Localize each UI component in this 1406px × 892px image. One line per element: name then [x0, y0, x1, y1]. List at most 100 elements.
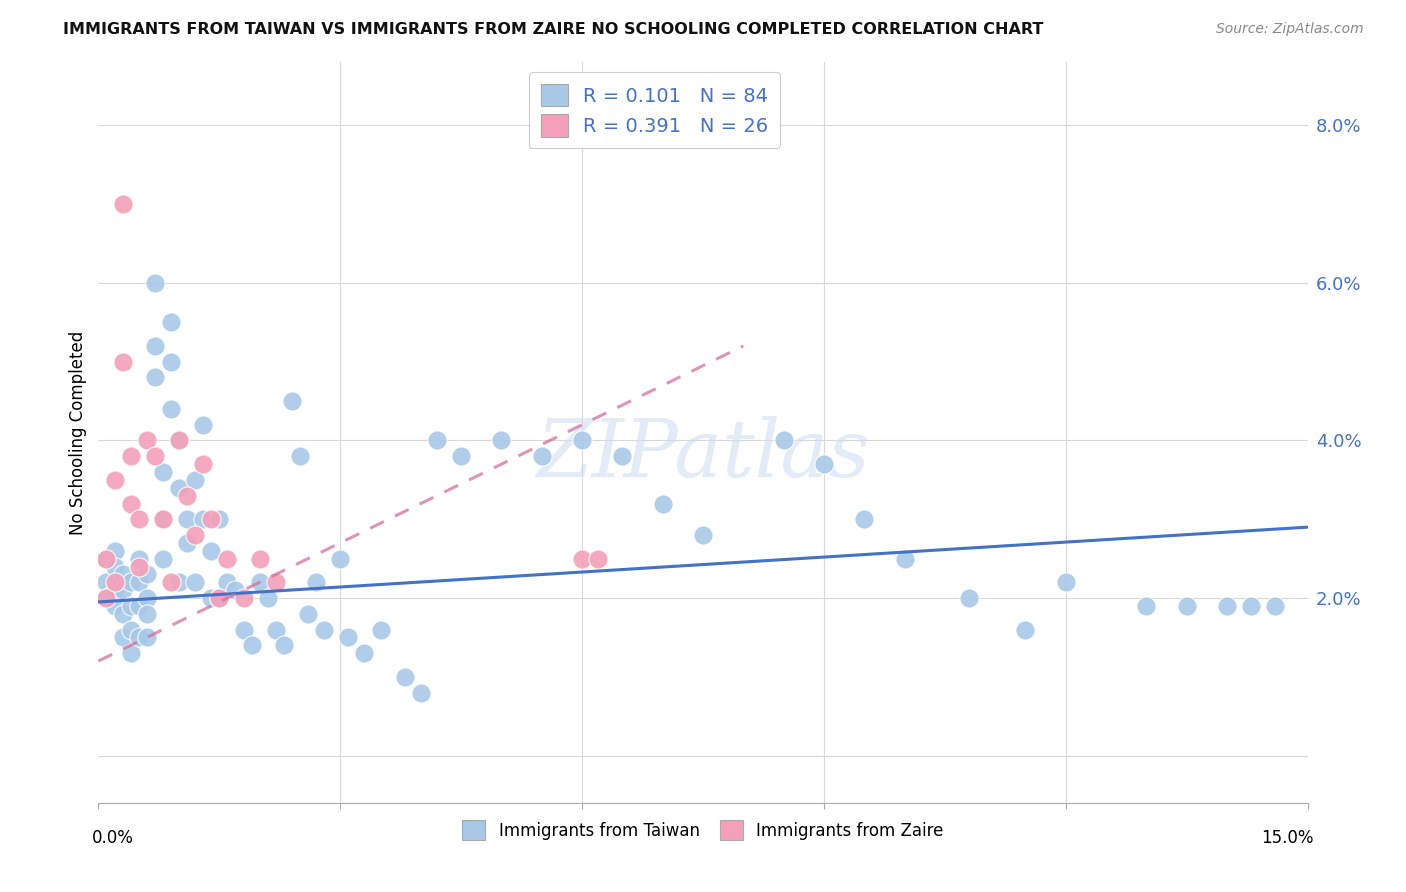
Point: [120, 575, 142, 590]
Point: [120, 646, 142, 660]
Point: [1135, 599, 1157, 613]
Point: [111, 583, 134, 598]
Point: [1216, 599, 1239, 613]
Point: [120, 496, 142, 510]
Point: [772, 434, 794, 448]
Point: [193, 417, 215, 432]
Point: [329, 551, 352, 566]
Point: [208, 591, 231, 605]
Point: [128, 512, 150, 526]
Point: [135, 434, 157, 448]
Point: [152, 512, 174, 526]
Point: [571, 434, 593, 448]
Point: [305, 575, 328, 590]
Point: [135, 591, 157, 605]
Point: [96, 551, 118, 566]
Point: [167, 434, 190, 448]
Text: 15.0%: 15.0%: [1261, 829, 1313, 847]
Point: [370, 623, 392, 637]
Point: [217, 575, 239, 590]
Point: [232, 591, 254, 605]
Point: [893, 551, 915, 566]
Point: [143, 370, 166, 384]
Point: [128, 551, 150, 566]
Point: [176, 512, 198, 526]
Text: 0.0%: 0.0%: [93, 829, 134, 847]
Point: [193, 457, 215, 471]
Point: [184, 528, 207, 542]
Point: [128, 559, 150, 574]
Point: [240, 638, 263, 652]
Point: [167, 434, 190, 448]
Point: [530, 449, 553, 463]
Point: [103, 543, 125, 558]
Point: [103, 583, 125, 598]
Point: [450, 449, 472, 463]
Point: [314, 623, 336, 637]
Point: [288, 449, 311, 463]
Point: [103, 575, 125, 590]
Point: [160, 575, 183, 590]
Point: [135, 631, 157, 645]
Point: [96, 591, 118, 605]
Point: [571, 551, 593, 566]
Point: [103, 599, 125, 613]
Point: [208, 512, 231, 526]
Point: [224, 583, 246, 598]
Text: IMMIGRANTS FROM TAIWAN VS IMMIGRANTS FROM ZAIRE NO SCHOOLING COMPLETED CORRELATI: IMMIGRANTS FROM TAIWAN VS IMMIGRANTS FRO…: [63, 22, 1043, 37]
Point: [1240, 599, 1263, 613]
Point: [111, 631, 134, 645]
Point: [167, 481, 190, 495]
Point: [200, 512, 222, 526]
Point: [273, 638, 295, 652]
Point: [128, 599, 150, 613]
Point: [264, 623, 287, 637]
Point: [692, 528, 714, 542]
Point: [120, 599, 142, 613]
Point: [111, 197, 134, 211]
Point: [409, 685, 432, 699]
Point: [143, 339, 166, 353]
Point: [135, 567, 157, 582]
Point: [612, 449, 634, 463]
Point: [193, 512, 215, 526]
Point: [96, 551, 118, 566]
Point: [120, 449, 142, 463]
Point: [160, 315, 183, 329]
Point: [264, 575, 287, 590]
Point: [111, 607, 134, 621]
Point: [957, 591, 980, 605]
Point: [249, 575, 271, 590]
Point: [184, 473, 207, 487]
Point: [103, 473, 125, 487]
Point: [143, 449, 166, 463]
Point: [200, 591, 222, 605]
Point: [152, 512, 174, 526]
Text: Source: ZipAtlas.com: Source: ZipAtlas.com: [1216, 22, 1364, 37]
Point: [853, 512, 876, 526]
Point: [128, 631, 150, 645]
Point: [143, 276, 166, 290]
Point: [651, 496, 673, 510]
Point: [491, 434, 513, 448]
Point: [249, 551, 271, 566]
Point: [111, 355, 134, 369]
Point: [281, 394, 304, 409]
Point: [135, 607, 157, 621]
Point: [96, 591, 118, 605]
Point: [1264, 599, 1286, 613]
Point: [394, 670, 416, 684]
Point: [176, 536, 198, 550]
Point: [1014, 623, 1036, 637]
Point: [217, 551, 239, 566]
Point: [184, 575, 207, 590]
Point: [128, 575, 150, 590]
Point: [426, 434, 449, 448]
Point: [176, 489, 198, 503]
Y-axis label: No Schooling Completed: No Schooling Completed: [69, 331, 87, 534]
Point: [353, 646, 375, 660]
Text: ZIPatlas: ZIPatlas: [536, 416, 870, 493]
Point: [208, 591, 231, 605]
Point: [297, 607, 319, 621]
Point: [160, 355, 183, 369]
